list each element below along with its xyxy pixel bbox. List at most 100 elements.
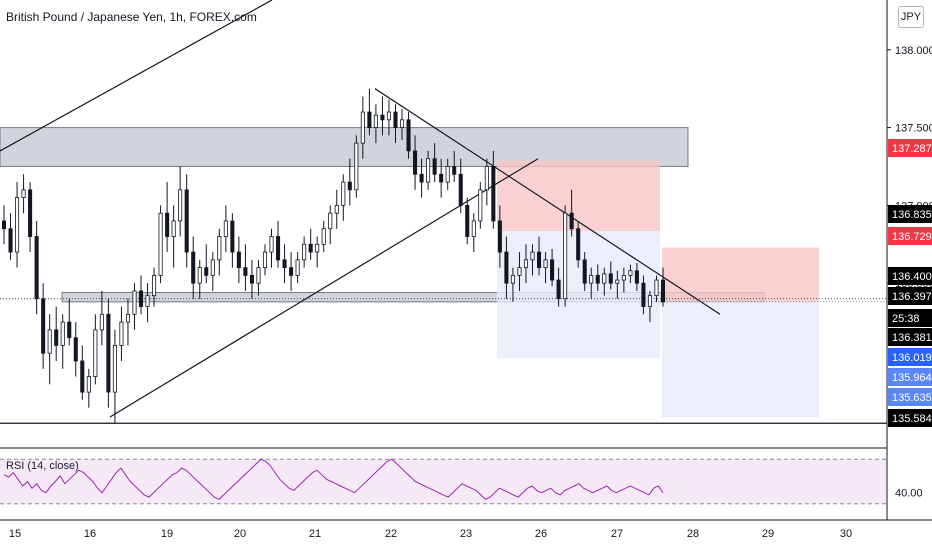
candle [354,135,359,198]
candle [256,259,261,296]
candle-body [393,111,398,128]
candle-body [28,189,33,237]
candle-body [465,204,470,237]
candle-body [15,197,20,253]
price-tag: 136.381 [888,328,932,346]
rsi-line [3,458,664,501]
candle-body [236,251,241,269]
candle [1,205,7,245]
price-tag-label: 135.964 [892,372,932,384]
candle [484,158,489,206]
candle [262,244,268,276]
price-tag-bg [888,409,932,427]
candle-body [439,173,444,183]
candle [289,252,294,291]
candle-body [73,337,78,362]
candle-body [641,282,646,307]
candle [595,264,600,291]
candle-body [654,279,659,297]
candle-body [660,279,666,303]
candle [399,108,405,141]
candle [197,259,202,299]
time-tick-label: 30 [840,528,852,540]
price-tag-bg [888,388,932,406]
time-tick-label: 29 [762,528,774,540]
candle-body [308,243,313,253]
candle [621,267,626,293]
candle [308,228,313,260]
candle [178,166,183,237]
candle-body [80,360,85,393]
candle [478,182,483,229]
rsi-title: RSI (14, close) [6,460,79,472]
candle-body [138,290,144,307]
candle [654,275,659,302]
candle-body [112,345,117,393]
candle [165,182,170,253]
candle-body [315,243,320,253]
candle-body [608,273,613,284]
currency-button[interactable]: JPY [898,6,924,28]
price-tick-label: 138.000 [895,45,932,57]
candle [504,236,509,299]
candle [406,112,411,159]
candle [582,252,587,291]
candle [145,283,150,323]
price-tag: 135.635 [888,388,932,406]
candle [517,252,522,291]
candle [367,88,372,136]
candle [73,322,78,377]
candle-body [432,158,437,175]
candle [641,275,646,315]
candle [347,158,352,206]
candle [523,244,529,284]
short-position-risk [497,160,660,232]
price-tags-layer: 137.287 136.835 136.729 136.400 136.397 25:38… [888,139,932,427]
candle-body [341,181,346,206]
candle-body [47,329,52,354]
candle [543,252,548,284]
time-tick-label: 27 [611,528,623,540]
candle-body [419,173,424,183]
candle-body [413,150,418,175]
candle [204,244,209,284]
candle-body [328,212,333,230]
candle [276,220,281,268]
candle [321,220,326,253]
candle [249,259,254,299]
candle [99,290,104,346]
candle [660,267,666,307]
candle [393,104,398,144]
candle [373,104,378,144]
candle [125,298,131,346]
candle [191,236,196,299]
price-tag-bg [888,348,932,366]
candle-body [576,228,581,261]
price-tag-label: 135.584 [892,413,932,425]
candle [380,96,385,136]
candle-body [171,220,176,237]
candle-body [191,251,196,284]
candle-body [8,228,13,253]
price-tag-label: 136.397 [892,291,932,303]
candle-body [54,329,59,346]
candle [230,213,235,268]
candle [510,267,515,302]
candle-body [582,259,587,284]
candle [132,283,137,330]
candle-body [119,321,124,346]
candle [158,205,163,284]
candle [452,150,457,183]
candle [432,143,437,183]
price-tag: 135.964 [888,368,932,386]
price-tag: 136.019 [888,348,932,366]
time-tick-label: 19 [161,528,173,540]
price-tag-label: 136.400 [892,271,932,283]
candle [171,205,176,268]
candle [628,264,633,284]
candle-body [302,243,307,261]
candle [15,182,20,268]
candle [269,228,274,268]
candle-body [125,313,131,323]
